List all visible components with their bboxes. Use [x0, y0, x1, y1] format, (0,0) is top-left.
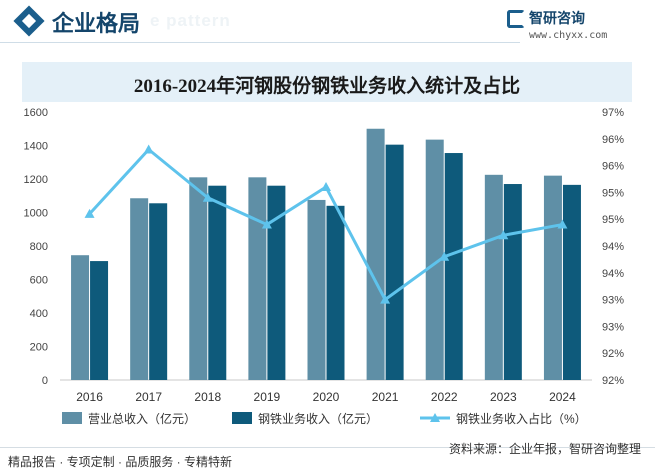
y-right-tick-label: 96% [602, 161, 624, 173]
y-right-tick-label: 97% [602, 107, 624, 119]
y-right-tick-label: 93% [602, 295, 624, 307]
ratio-marker [84, 208, 95, 218]
footer-slogan: 精品报告 · 专项定制 · 品质服务 · 专精特新 [8, 455, 232, 469]
ratio-marker [380, 294, 391, 304]
brand-name: 智研咨询 [529, 10, 585, 26]
bar-revenue [71, 255, 90, 380]
legend-swatch-revenue [62, 412, 82, 424]
y-right-tick-label: 95% [602, 214, 624, 226]
y-left-tick-label: 400 [30, 308, 48, 320]
y-left-tick-label: 0 [42, 375, 48, 387]
x-tick-label: 2019 [254, 390, 281, 404]
bar-steel [385, 144, 404, 380]
y-right-tick-label: 95% [602, 187, 624, 199]
chart-title-bar: 2016-2024年河钢股份钢铁业务收入统计及占比 [22, 62, 632, 102]
legend-marker-ratio [430, 413, 440, 422]
ratio-marker [498, 230, 509, 240]
x-tick-label: 2020 [313, 390, 340, 404]
section-watermark: e pattern [150, 11, 231, 30]
bar-steel [208, 185, 227, 380]
y-right-tick-label: 93% [602, 321, 624, 333]
x-tick-label: 2016 [76, 390, 103, 404]
header-divider [0, 42, 520, 43]
y-left-tick-label: 800 [30, 241, 48, 253]
y-left-tick-label: 1000 [24, 208, 48, 220]
x-tick-label: 2023 [490, 390, 517, 404]
legend-label-steel: 钢铁业务收入（亿元） [258, 411, 378, 426]
bar-steel [444, 153, 463, 380]
header: 企业格局 e pattern 智研咨询 www.chyxx.com [0, 0, 655, 48]
bar-steel [326, 205, 345, 380]
ratio-marker [143, 144, 154, 154]
legend-label-revenue: 营业总收入（亿元） [88, 411, 196, 426]
bar-revenue [366, 128, 385, 380]
bar-steel [562, 184, 581, 380]
bar-steel [267, 185, 286, 380]
y-right-tick-label: 94% [602, 241, 624, 253]
y-right-tick-label: 94% [602, 268, 624, 280]
bar-revenue [484, 174, 503, 380]
y-right-tick-label: 96% [602, 134, 624, 146]
ratio-marker [202, 192, 213, 202]
bar-revenue [543, 175, 562, 380]
bar-revenue [189, 177, 208, 380]
y-left-tick-label: 1600 [24, 107, 48, 119]
chart-title: 2016-2024年河钢股份钢铁业务收入统计及占比 [133, 76, 521, 97]
brand-url: www.chyxx.com [529, 30, 608, 41]
ratio-marker [557, 219, 568, 229]
bar-revenue [130, 198, 149, 380]
bar-steel [90, 261, 109, 380]
footer-divider [0, 447, 655, 448]
legend-label-ratio: 钢铁业务收入占比（%） [456, 411, 587, 426]
ratio-marker [261, 219, 272, 229]
bar-steel [149, 203, 168, 380]
y-left-tick-label: 600 [30, 275, 48, 287]
bar-steel [503, 184, 522, 380]
y-left-tick-label: 1200 [24, 174, 48, 186]
ratio-marker [321, 182, 331, 192]
x-tick-label: 2022 [431, 390, 458, 404]
x-tick-label: 2017 [135, 390, 162, 404]
ratio-marker [439, 251, 450, 261]
source-note: 资料来源：企业年报，智研咨询整理 [448, 442, 641, 456]
brand: 智研咨询 www.chyxx.com [507, 8, 637, 44]
y-left-tick-label: 200 [30, 342, 48, 354]
x-tick-label: 2024 [549, 390, 576, 404]
brand-logo-icon [507, 10, 525, 28]
bar-revenue [425, 139, 444, 380]
section-title: 企业格局 [52, 11, 141, 36]
x-tick-label: 2021 [372, 390, 399, 404]
y-right-tick-label: 92% [602, 375, 624, 387]
bar-revenue [248, 177, 267, 380]
chart-plot: 0 200 400 600 800 1000 1200 1400 1600 92% 92% 93% 93… [24, 107, 625, 426]
y-right-tick-label: 92% [602, 348, 624, 360]
bar-revenue [307, 199, 326, 380]
x-tick-label: 2018 [194, 390, 221, 404]
y-left-tick-label: 1400 [24, 141, 48, 153]
legend-swatch-steel [232, 412, 252, 424]
